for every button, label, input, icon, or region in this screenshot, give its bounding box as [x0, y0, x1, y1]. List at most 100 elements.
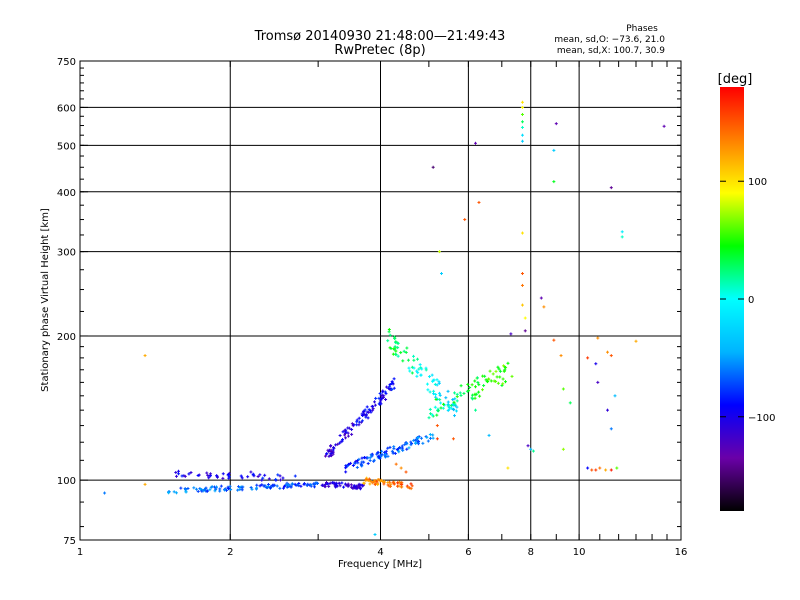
data-point	[437, 250, 441, 254]
data-point	[386, 339, 390, 343]
data-point	[228, 484, 232, 488]
data-point	[438, 398, 442, 402]
data-point	[374, 396, 378, 400]
data-point	[425, 382, 429, 386]
data-point	[363, 408, 367, 412]
data-point	[251, 472, 255, 476]
data-point	[434, 395, 438, 399]
data-point	[396, 481, 400, 485]
data-point	[179, 486, 183, 490]
data-point	[403, 443, 407, 447]
data-point	[278, 486, 282, 490]
data-point	[325, 480, 329, 484]
data-point	[361, 410, 365, 414]
data-point	[415, 374, 419, 378]
data-point	[662, 124, 666, 128]
data-point	[313, 481, 317, 485]
data-point	[419, 436, 423, 440]
data-point	[199, 488, 203, 492]
data-point	[371, 408, 375, 412]
data-point	[262, 484, 266, 488]
data-point	[568, 401, 572, 405]
data-point	[523, 329, 527, 333]
x-axis-label: Frequency [MHz]	[338, 559, 422, 570]
data-point	[375, 452, 379, 456]
data-point	[586, 466, 590, 470]
data-point	[387, 327, 391, 331]
data-point	[221, 476, 225, 480]
data-point	[400, 485, 404, 489]
data-point	[215, 474, 219, 478]
data-point	[360, 456, 364, 460]
data-point	[394, 349, 398, 353]
data-point	[394, 462, 398, 466]
data-point	[455, 392, 459, 396]
data-point	[426, 439, 430, 443]
data-point	[409, 443, 413, 447]
data-point	[405, 346, 409, 350]
data-point	[278, 474, 282, 478]
data-point	[336, 442, 340, 446]
data-point	[209, 485, 213, 489]
data-point	[219, 484, 223, 488]
data-point	[364, 479, 368, 483]
data-point	[446, 400, 450, 404]
data-point	[561, 387, 565, 391]
data-point	[402, 349, 406, 353]
data-point	[427, 375, 431, 379]
data-point	[475, 376, 479, 380]
y-tick-label: 750	[57, 57, 76, 68]
data-point	[143, 482, 147, 486]
data-point	[406, 485, 410, 489]
data-point	[409, 440, 413, 444]
data-point	[366, 462, 370, 466]
data-point	[396, 346, 400, 350]
data-point	[496, 381, 500, 385]
data-point	[358, 487, 362, 491]
data-point	[391, 352, 395, 356]
data-point	[410, 484, 414, 488]
data-point	[240, 476, 244, 480]
data-point	[396, 484, 400, 488]
data-point	[435, 437, 439, 441]
data-point	[338, 433, 342, 437]
y-tick-label: 600	[57, 103, 76, 114]
y-tick-label: 400	[57, 188, 76, 199]
data-point	[473, 141, 477, 145]
data-point	[384, 392, 388, 396]
y-tick-label: 200	[57, 332, 76, 343]
data-point	[271, 483, 275, 487]
data-point	[498, 375, 502, 379]
data-point	[380, 449, 384, 453]
data-point	[435, 413, 439, 417]
data-point	[487, 433, 491, 437]
data-point	[381, 390, 385, 394]
data-point	[495, 375, 499, 379]
data-point	[194, 487, 198, 491]
data-point	[274, 477, 278, 481]
data-point	[250, 487, 254, 491]
data-point	[246, 475, 250, 479]
data-point	[380, 393, 384, 397]
data-point	[372, 458, 376, 462]
data-point	[378, 402, 382, 406]
data-point	[357, 416, 361, 420]
data-point	[344, 436, 348, 440]
data-point	[341, 438, 345, 442]
data-point	[287, 483, 291, 487]
chart-subtitle: RwPretec (8p)	[334, 43, 425, 58]
data-point	[554, 122, 558, 126]
data-point	[351, 463, 355, 467]
data-point	[343, 428, 347, 432]
data-point	[429, 436, 433, 440]
data-point	[241, 485, 245, 489]
data-point	[453, 397, 457, 401]
data-point	[405, 447, 409, 451]
data-point	[196, 474, 200, 478]
data-point	[355, 420, 359, 424]
data-point	[609, 468, 613, 472]
data-point	[266, 485, 270, 489]
data-point	[337, 481, 341, 485]
data-point	[428, 407, 432, 411]
data-point	[329, 448, 333, 452]
